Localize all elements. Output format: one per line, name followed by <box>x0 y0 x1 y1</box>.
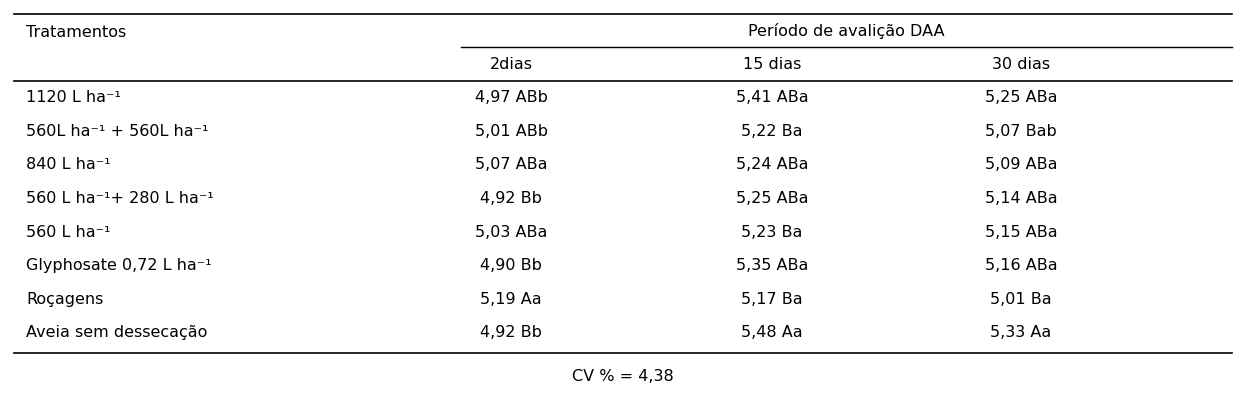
Text: 5,25 ABa: 5,25 ABa <box>984 90 1057 105</box>
Text: 5,35 ABa: 5,35 ABa <box>736 258 809 273</box>
Text: CV % = 4,38: CV % = 4,38 <box>572 369 674 384</box>
Text: Glyphosate 0,72 L ha⁻¹: Glyphosate 0,72 L ha⁻¹ <box>26 258 212 273</box>
Text: 4,97 ABb: 4,97 ABb <box>475 90 547 105</box>
Text: 5,15 ABa: 5,15 ABa <box>984 224 1057 240</box>
Text: 5,19 Aa: 5,19 Aa <box>480 292 542 307</box>
Text: 5,24 ABa: 5,24 ABa <box>736 158 809 173</box>
Text: Período de avalição DAA: Período de avalição DAA <box>749 23 946 38</box>
Text: Aveia sem dessecação: Aveia sem dessecação <box>26 325 208 340</box>
Text: 5,25 ABa: 5,25 ABa <box>736 191 809 206</box>
Text: 5,48 Aa: 5,48 Aa <box>741 325 802 340</box>
Text: 5,41 ABa: 5,41 ABa <box>736 90 809 105</box>
Text: 30 dias: 30 dias <box>992 57 1050 72</box>
Text: 4,92 Bb: 4,92 Bb <box>480 325 542 340</box>
Text: 1120 L ha⁻¹: 1120 L ha⁻¹ <box>26 90 121 105</box>
Text: 5,16 ABa: 5,16 ABa <box>984 258 1057 273</box>
Text: 560L ha⁻¹ + 560L ha⁻¹: 560L ha⁻¹ + 560L ha⁻¹ <box>26 124 209 139</box>
Text: Roçagens: Roçagens <box>26 292 103 307</box>
Text: 5,33 Aa: 5,33 Aa <box>991 325 1052 340</box>
Text: 5,01 Ba: 5,01 Ba <box>991 292 1052 307</box>
Text: 4,92 Bb: 4,92 Bb <box>480 191 542 206</box>
Text: 5,01 ABb: 5,01 ABb <box>475 124 547 139</box>
Text: 5,09 ABa: 5,09 ABa <box>984 158 1057 173</box>
Text: 560 L ha⁻¹: 560 L ha⁻¹ <box>26 224 111 240</box>
Text: 15 dias: 15 dias <box>743 57 801 72</box>
Text: 2dias: 2dias <box>490 57 532 72</box>
Text: 560 L ha⁻¹+ 280 L ha⁻¹: 560 L ha⁻¹+ 280 L ha⁻¹ <box>26 191 214 206</box>
Text: 5,07 Bab: 5,07 Bab <box>984 124 1057 139</box>
Text: 5,14 ABa: 5,14 ABa <box>984 191 1057 206</box>
Text: Tratamentos: Tratamentos <box>26 25 127 40</box>
Text: 5,07 ABa: 5,07 ABa <box>475 158 547 173</box>
Text: 4,90 Bb: 4,90 Bb <box>480 258 542 273</box>
Text: 5,23 Ba: 5,23 Ba <box>741 224 802 240</box>
Text: 5,03 ABa: 5,03 ABa <box>475 224 547 240</box>
Text: 5,22 Ba: 5,22 Ba <box>741 124 802 139</box>
Text: 840 L ha⁻¹: 840 L ha⁻¹ <box>26 158 111 173</box>
Text: 5,17 Ba: 5,17 Ba <box>741 292 802 307</box>
